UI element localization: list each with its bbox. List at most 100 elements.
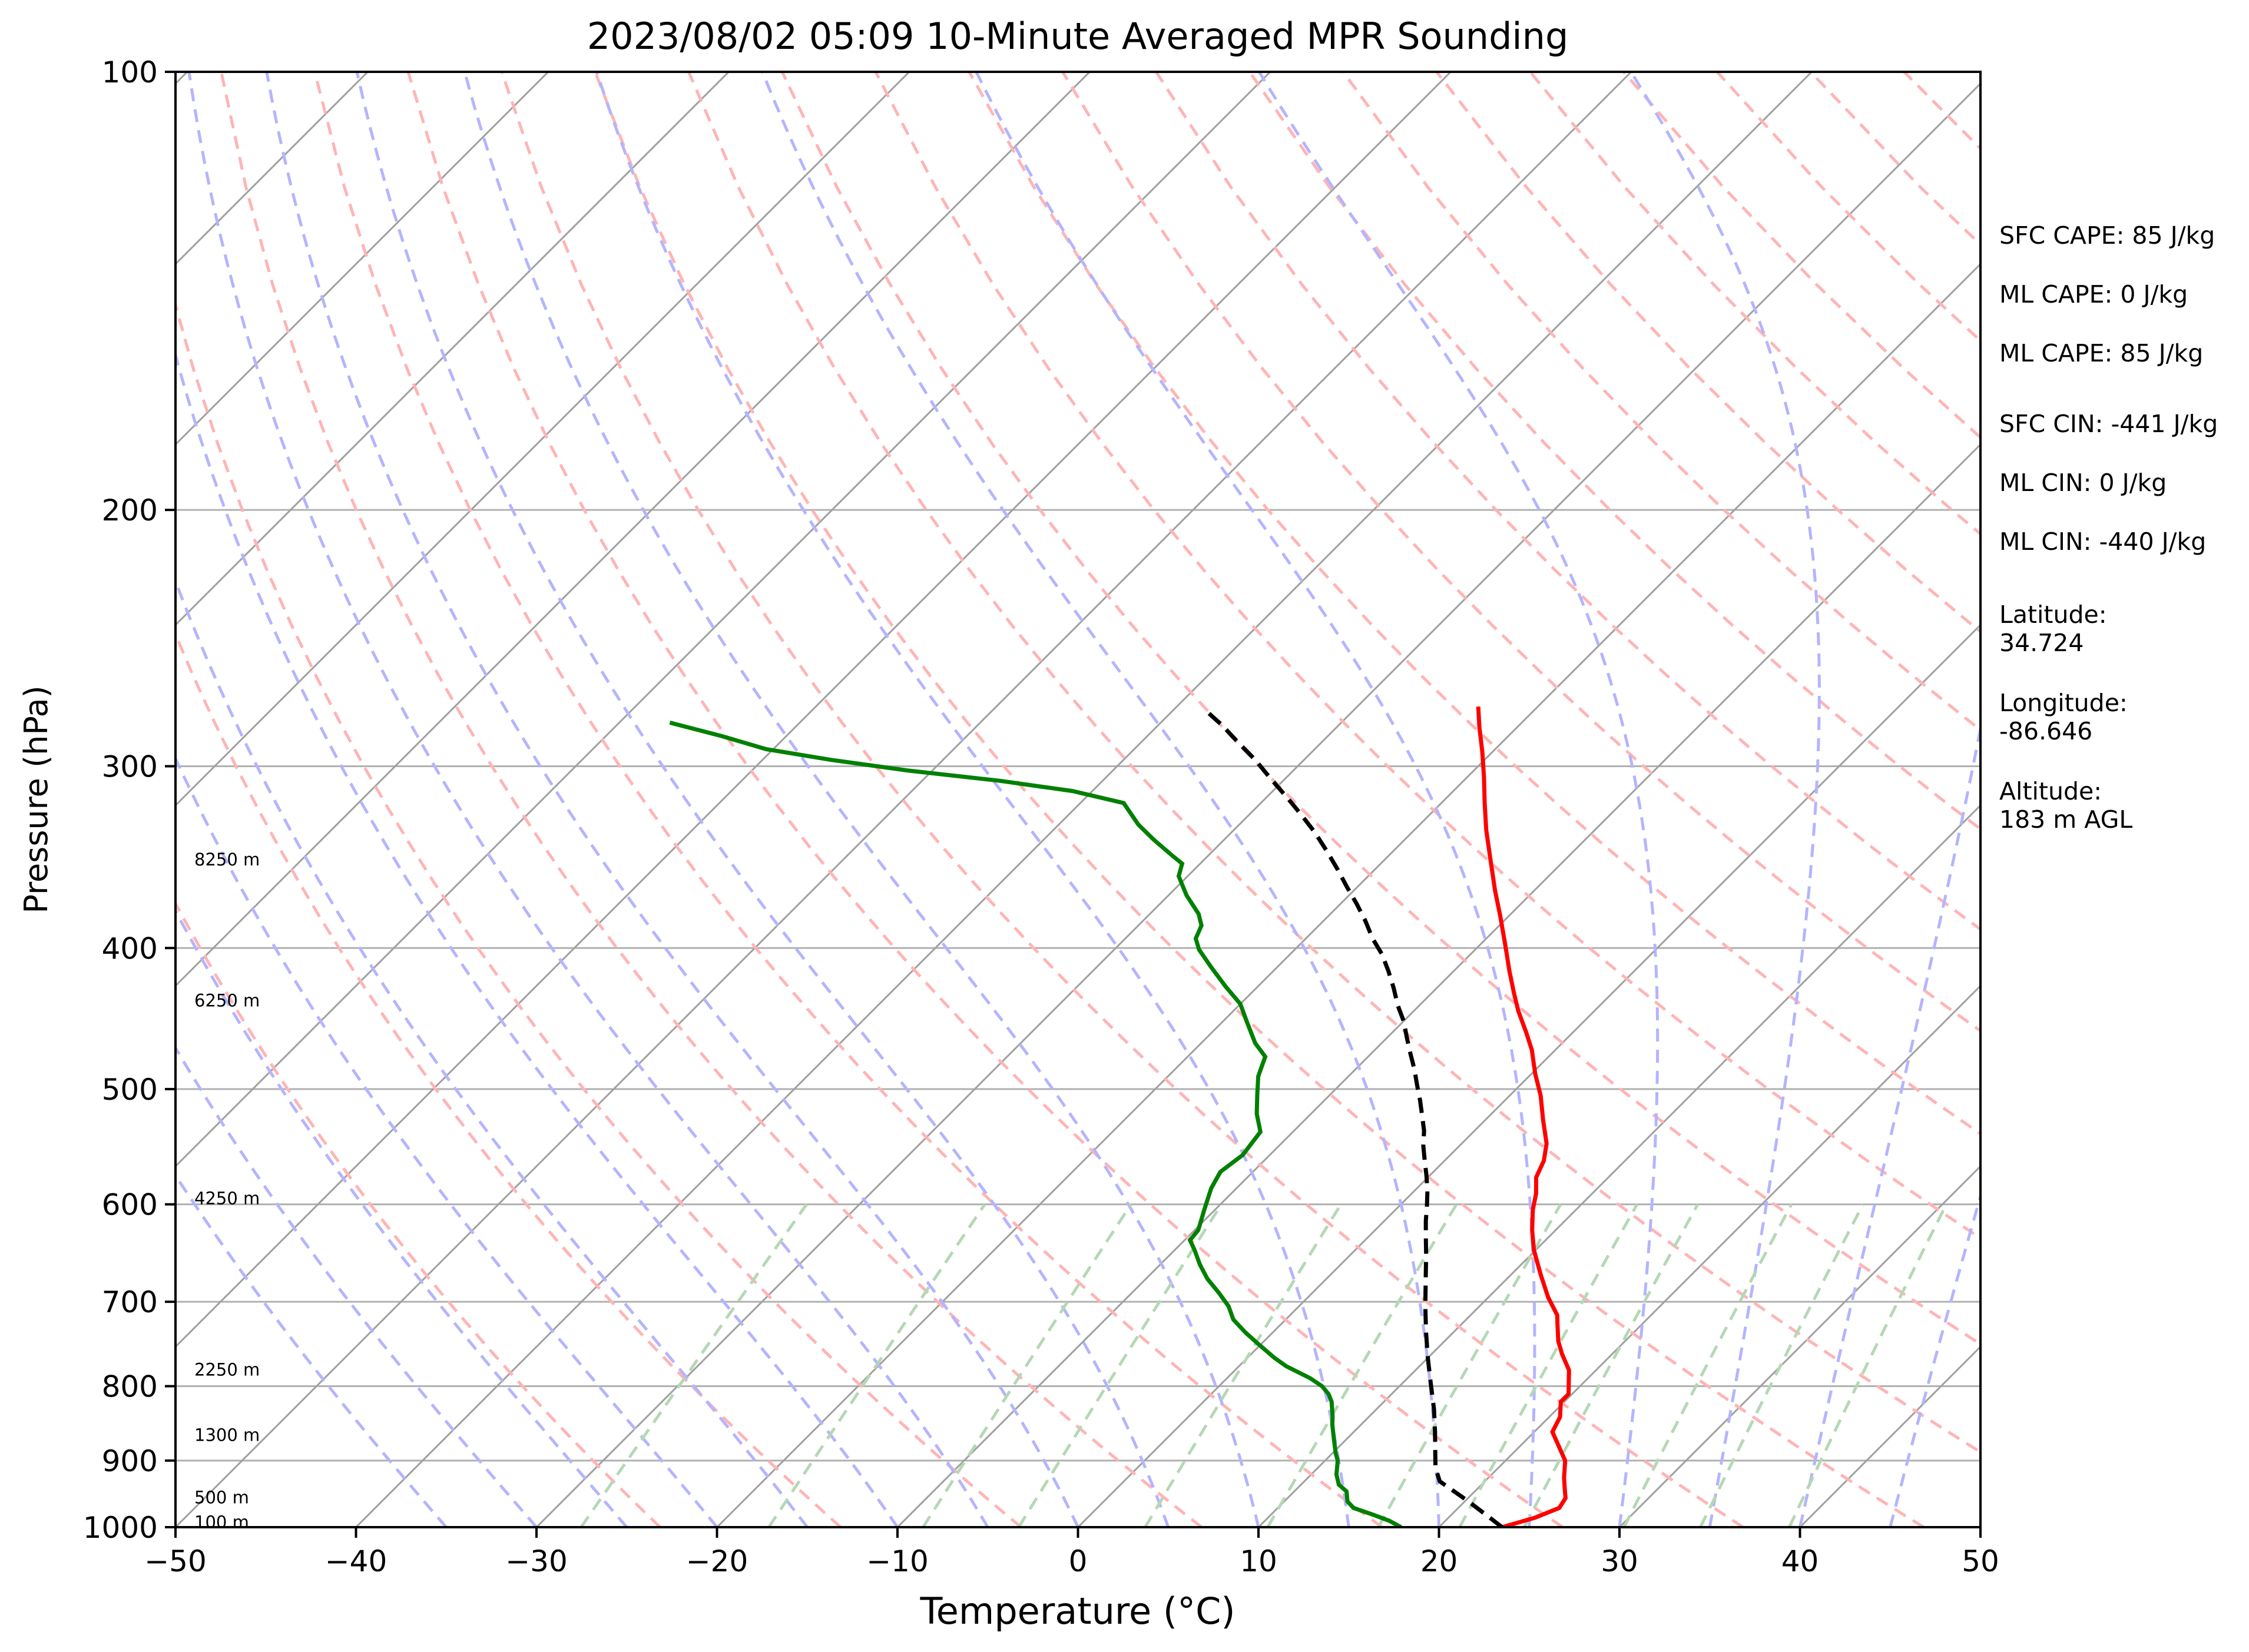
height-label: 500 m [194, 1488, 249, 1508]
moist-adiabat-line [761, 72, 1440, 1527]
chart-title: 2023/08/02 05:09 10-Minute Averaged MPR … [587, 15, 1569, 58]
x-tick-label: 10 [1240, 1544, 1277, 1578]
x-axis-ticks: −50 −40 −30 −20 −10 0 10 20 30 40 50 [144, 1527, 1999, 1578]
mixing-ratio-line [922, 1203, 1132, 1527]
dewpoint-profile-line [669, 721, 1402, 1527]
moist-adiabat-line [355, 72, 1170, 1527]
dry-adiabat-line [1248, 72, 1980, 831]
longitude-value: -86.646 [1999, 717, 2092, 745]
moist-adiabat-line [175, 1172, 448, 1527]
mixing-ratio-line [767, 1203, 986, 1527]
y-tick-label: 1000 [83, 1511, 158, 1545]
x-tick-label: −20 [686, 1544, 748, 1578]
isotherm-line [1077, 623, 1980, 1527]
x-tick-label: 20 [1420, 1544, 1458, 1578]
longitude-label: Longitude: [1999, 689, 2128, 717]
background-reference-lines [0, 72, 2249, 1527]
sounding-series [669, 706, 1571, 1527]
height-label: 8250 m [194, 850, 260, 870]
isotherm-line [355, 72, 1813, 1527]
dry-adiabat-line [175, 631, 842, 1527]
height-labels: 8250 m 6250 m 4250 m 2250 m 1300 m 500 m 100 m [194, 850, 260, 1532]
stat-ml-cin-0: ML CIN: 0 J/kg [1999, 469, 2167, 497]
isotherm-line [1438, 984, 1980, 1527]
dry-adiabat-line [874, 72, 1980, 1240]
latitude-label: Latitude: [1999, 601, 2107, 629]
moist-adiabat-line [175, 755, 718, 1527]
isotherm-line [175, 72, 1632, 1527]
y-tick-label: 400 [102, 931, 158, 966]
moist-adiabat-line [265, 72, 1079, 1527]
moist-adiabat-line [175, 577, 809, 1527]
x-tick-label: −30 [505, 1544, 568, 1578]
moist-adiabat-line [975, 72, 1536, 1527]
dry-adiabat-line [500, 72, 1744, 1527]
dry-adiabat-line [594, 72, 1925, 1527]
isotherm-line [175, 72, 549, 446]
moist-adiabat-line [1889, 1190, 1980, 1527]
stat-sfc-cape: SFC CAPE: 85 J/kg [1999, 221, 2215, 250]
mixing-ratio-line [1699, 1203, 1864, 1527]
x-tick-label: −50 [144, 1544, 207, 1578]
stat-ml-cape-85: ML CAPE: 85 J/kg [1999, 339, 2203, 367]
moist-adiabat-line [187, 72, 989, 1527]
sounding-stats: SFC CAPE: 85 J/kg ML CAPE: 0 J/kg ML CAP… [1999, 221, 2218, 834]
mixing-ratio-line [1788, 1203, 1948, 1527]
latitude-value: 34.724 [1999, 629, 2084, 657]
dry-adiabat-line [2185, 72, 2249, 1527]
moist-adiabat-line [175, 1045, 538, 1527]
isotherm-line [175, 72, 1452, 1348]
height-label: 4250 m [194, 1189, 260, 1209]
stat-sfc-cin: SFC CIN: -441 J/kg [1999, 410, 2218, 438]
height-label: 2250 m [194, 1359, 260, 1379]
x-tick-label: 0 [1069, 1544, 1088, 1578]
isotherm-line [1257, 804, 1980, 1527]
y-tick-label: 300 [102, 749, 158, 784]
y-axis-label: Pressure (hPa) [18, 685, 55, 913]
moist-adiabat-line [1798, 721, 1980, 1527]
dry-adiabat-line [968, 72, 1980, 1136]
x-tick-label: 30 [1601, 1544, 1638, 1578]
altitude-value: 183 m AGL [1999, 805, 2132, 834]
isotherm-line [175, 72, 1091, 987]
isotherm-line [1618, 1165, 1980, 1527]
x-tick-label: −40 [325, 1544, 387, 1578]
y-tick-label: 500 [102, 1073, 158, 1107]
dry-adiabat-line [175, 300, 1022, 1527]
isotherm-line [716, 263, 1980, 1527]
dry-adiabat-line [406, 72, 1564, 1527]
dry-adiabat-line [1061, 72, 1980, 1033]
mixing-ratio-line [1522, 1203, 1700, 1527]
moist-adiabat-line [1629, 72, 1821, 1527]
mixing-ratio-line [1266, 1203, 1458, 1527]
y-tick-label: 900 [102, 1444, 158, 1478]
x-tick-label: −10 [866, 1544, 929, 1578]
isotherm-line [896, 443, 1980, 1527]
mixing-ratio-line [1017, 1203, 1223, 1527]
mixing-ratio-line [1458, 1203, 1639, 1527]
isotherm-line [0, 72, 7, 1527]
x-axis-label: Temperature (°C) [919, 1590, 1235, 1633]
height-label: 1300 m [194, 1425, 260, 1445]
y-tick-label: 700 [102, 1285, 158, 1319]
mixing-ratio-line [1622, 1203, 1793, 1527]
stat-ml-cin-440: ML CIN: -440 J/kg [1999, 528, 2206, 556]
stat-ml-cape-0: ML CAPE: 0 J/kg [1999, 280, 2188, 308]
x-tick-label: 50 [1962, 1544, 1999, 1578]
moist-adiabat-line [595, 72, 1350, 1527]
plot-area: 8250 m 6250 m 4250 m 2250 m 1300 m 500 m 100 m [0, 72, 2249, 1532]
plot-frame [174, 71, 1982, 1528]
height-label: 100 m [194, 1512, 249, 1532]
y-axis-ticks: 100 200 300 400 500 600 700 800 900 1000 [83, 55, 175, 1545]
mixing-ratio-line [1377, 1203, 1562, 1527]
height-label: 6250 m [194, 990, 260, 1010]
y-tick-label: 200 [102, 493, 158, 528]
moist-adiabat-line [175, 907, 628, 1527]
altitude-label: Altitude: [1999, 777, 2102, 805]
mixing-ratio-line [579, 1203, 808, 1527]
x-tick-label: 40 [1781, 1544, 1819, 1578]
parcel-profile-line [1205, 709, 1503, 1527]
moist-adiabat-line [463, 72, 1260, 1527]
isotherm-line [535, 82, 1980, 1527]
